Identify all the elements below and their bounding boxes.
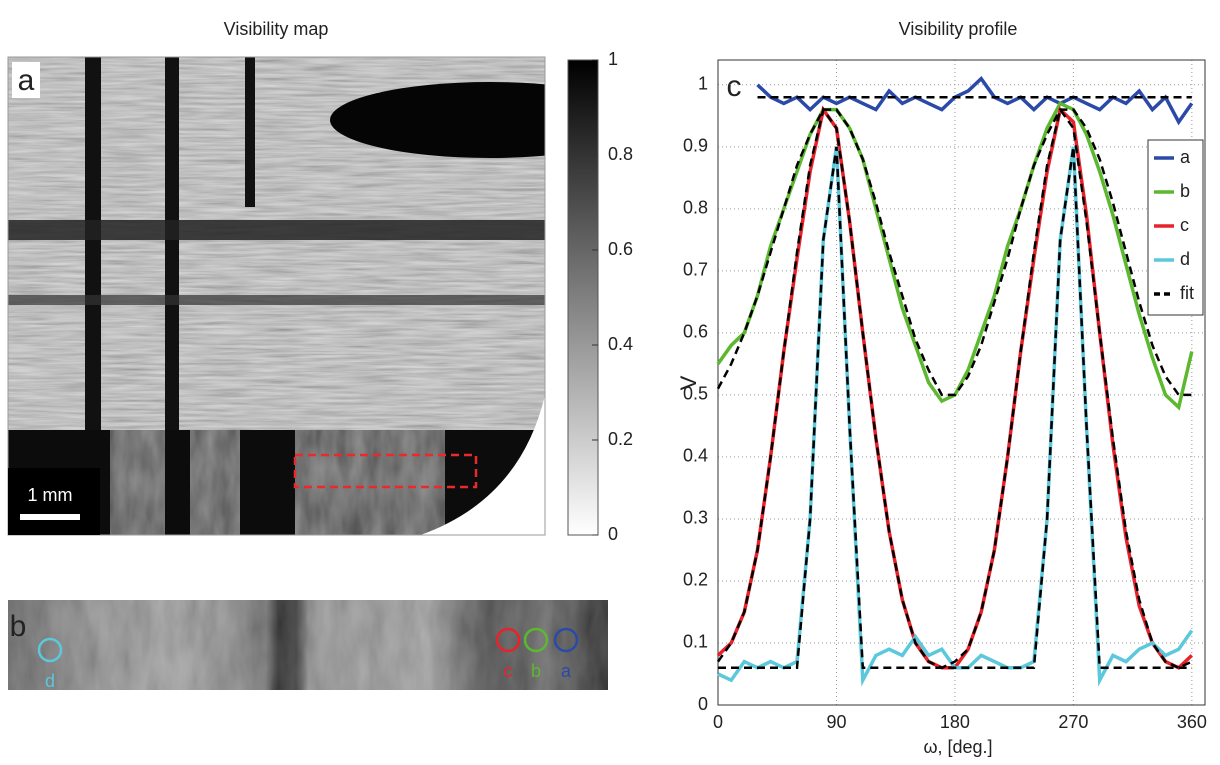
legend-label: a	[1180, 147, 1191, 167]
point-marker	[495, 627, 521, 653]
y-tick-label: 0.1	[683, 632, 708, 652]
series-line	[756, 75, 1194, 126]
y-tick-label: 0.9	[683, 136, 708, 156]
y-tick-label: 0.4	[683, 446, 708, 466]
scale-bar-bg	[8, 468, 100, 535]
point-marker	[523, 627, 549, 653]
panel-label-bg	[12, 62, 40, 98]
x-tick-label: 0	[713, 712, 723, 732]
y-tick-label: 1	[698, 74, 708, 94]
x-axis-label: ω, [deg.]	[923, 737, 992, 757]
y-axis-label: V	[676, 375, 701, 390]
map-frame	[7, 56, 546, 536]
legend-label: fit	[1180, 283, 1194, 303]
colorbar-tick-label: 0	[608, 524, 618, 544]
legend-label: c	[1180, 215, 1189, 235]
colorbar-tick-label: 0.6	[608, 239, 633, 259]
legend-label: b	[1180, 181, 1190, 201]
plot-frame	[717, 59, 1206, 706]
colorbar-tick-label: 0.8	[608, 144, 633, 164]
scale-bar	[20, 514, 80, 520]
y-tick-label: 0.7	[683, 260, 708, 280]
x-tick-label: 270	[1058, 712, 1088, 732]
point-label: c	[504, 661, 513, 681]
y-tick-label: 0.3	[683, 508, 708, 528]
colorbar-tick-label: 0.2	[608, 429, 633, 449]
colorbar	[567, 59, 599, 536]
y-tick-label: 0.6	[683, 322, 708, 342]
y-tick-label: 0.5	[683, 384, 708, 404]
panel-label: a	[18, 64, 35, 97]
y-tick-label: 0.2	[683, 570, 708, 590]
map-title: Visibility map	[224, 19, 329, 39]
legend-label: d	[1180, 249, 1190, 269]
x-tick-label: 360	[1177, 712, 1207, 732]
point-marker	[37, 637, 63, 663]
point-marker	[553, 627, 579, 653]
zoom-region	[293, 453, 478, 489]
scale-bar-label: 1 mm	[28, 485, 73, 505]
strip-texture	[8, 600, 608, 690]
y-tick-label: 0.8	[683, 198, 708, 218]
panel-label: c	[727, 70, 742, 103]
colorbar-tick-label: 0.4	[608, 334, 633, 354]
colorbar-tick-label: 1	[608, 49, 618, 69]
x-tick-label: 90	[826, 712, 846, 732]
point-label: a	[561, 661, 572, 681]
chart-title: Visibility profile	[899, 19, 1018, 39]
x-tick-label: 180	[940, 712, 970, 732]
visibility-map-image	[8, 57, 545, 535]
fit-line	[718, 146, 1192, 670]
fit-line	[716, 108, 1192, 397]
y-tick-label: 0	[698, 694, 708, 714]
point-label: d	[45, 671, 55, 691]
panel-label: b	[10, 610, 27, 643]
fit-line	[716, 106, 1193, 670]
point-label: b	[531, 661, 541, 681]
